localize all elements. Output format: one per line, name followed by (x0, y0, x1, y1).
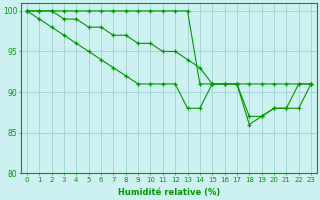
X-axis label: Humidité relative (%): Humidité relative (%) (118, 188, 220, 197)
